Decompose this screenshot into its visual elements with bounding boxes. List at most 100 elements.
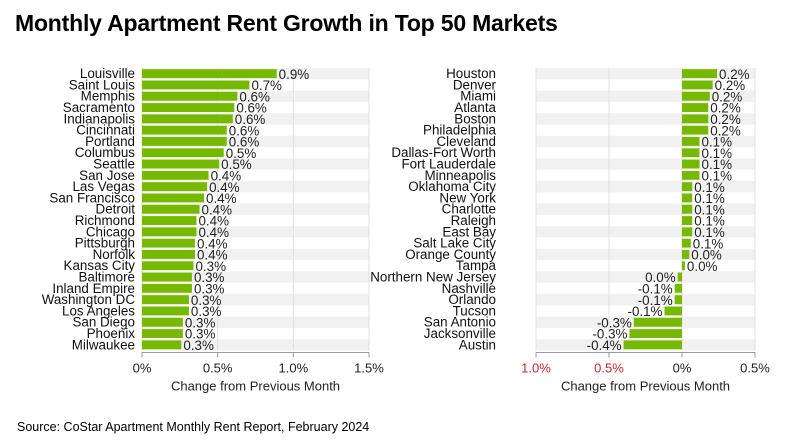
data-label: 0.2%: [710, 123, 741, 138]
row-band: [142, 271, 369, 283]
category-label: Inland Empire: [52, 281, 135, 296]
data-label: 0.3%: [191, 304, 222, 319]
data-label: 0.3%: [195, 259, 226, 274]
category-label: Charlotte: [442, 202, 496, 217]
bar: [142, 340, 182, 350]
row-band: [142, 135, 369, 148]
category-label: Atlanta: [454, 100, 496, 115]
bar: [674, 283, 682, 293]
row-band: [536, 203, 755, 215]
data-label: 0.2%: [715, 78, 746, 93]
x-tick-label: 0.5%: [740, 361, 770, 376]
bar: [682, 159, 700, 169]
bar: [682, 148, 700, 158]
category-label: Indianapolis: [64, 111, 136, 126]
x-tick-label: 1.5%: [354, 361, 384, 376]
category-label: Portland: [85, 134, 135, 149]
bar: [142, 329, 183, 338]
category-label: Oklahoma City: [408, 179, 496, 194]
category-label: Detroit: [96, 202, 136, 217]
bar: [682, 182, 693, 192]
chart-title: Monthly Apartment Rent Growth in Top 50 …: [15, 10, 558, 36]
category-label: Boston: [454, 111, 496, 126]
category-label: San Antonio: [424, 315, 496, 330]
data-label: 0.3%: [194, 282, 225, 297]
category-label: Miami: [460, 89, 496, 104]
bar: [142, 182, 208, 192]
bar: [142, 80, 250, 90]
data-label: 0.6%: [239, 89, 270, 104]
data-label: 0.6%: [229, 135, 260, 150]
bar: [142, 317, 183, 327]
category-label: Denver: [453, 77, 497, 92]
row-band: [142, 113, 369, 125]
data-label: 0.0%: [691, 248, 722, 263]
row-band: [536, 181, 755, 193]
bar: [664, 306, 682, 316]
data-label: 0.2%: [710, 101, 741, 116]
data-label: 0.5%: [226, 146, 257, 161]
bar: [677, 272, 682, 282]
category-label: Fort Lauderdale: [401, 157, 496, 172]
row-band: [536, 248, 755, 261]
data-label: 0.5%: [221, 157, 252, 172]
data-label: 0.2%: [719, 67, 750, 82]
bar: [682, 137, 700, 146]
data-label: 0.4%: [209, 180, 240, 195]
bar: [682, 91, 710, 101]
category-label: Orange County: [405, 247, 496, 262]
bar: [682, 216, 693, 225]
row-band: [536, 90, 755, 102]
data-label: 0.1%: [694, 180, 725, 195]
data-label: -0.3%: [592, 327, 627, 342]
bar: [682, 125, 709, 135]
bar: [142, 91, 238, 101]
source-note: Source: CoStar Apartment Monthly Rent Re…: [17, 420, 370, 434]
data-label: 0.1%: [702, 146, 733, 161]
row-band: [536, 271, 755, 283]
data-label: 0.1%: [694, 214, 725, 229]
right-panel: 1.0% 0.5% 0% 0.5% Change from Previous Month…: [370, 66, 770, 393]
row-band: [142, 294, 369, 306]
bar: [142, 261, 194, 271]
bar: [142, 69, 277, 79]
data-label: 0.2%: [710, 112, 741, 127]
row-band: [142, 90, 369, 102]
data-label: -0.1%: [638, 293, 673, 308]
data-label: 0.6%: [229, 123, 260, 138]
bar: [682, 261, 685, 271]
bar: [682, 250, 690, 259]
category-label: Columbus: [75, 145, 136, 160]
bar: [674, 295, 682, 305]
bar: [633, 317, 682, 327]
data-label: 0.4%: [202, 202, 233, 217]
x-tick-label: 1.0%: [279, 361, 309, 376]
bar: [142, 137, 227, 146]
category-label: Cincinnati: [76, 123, 135, 138]
data-label: 0.3%: [185, 327, 216, 342]
bar: [142, 125, 227, 135]
data-label: 0.1%: [693, 236, 724, 251]
category-label: Los Angeles: [62, 303, 135, 318]
bar: [142, 238, 195, 248]
row-band: [536, 113, 755, 125]
bar: [682, 114, 709, 124]
bar: [142, 227, 197, 237]
category-label: Raleigh: [451, 213, 496, 228]
bar: [629, 329, 682, 338]
data-label: 0.6%: [236, 101, 267, 116]
bar: [142, 103, 235, 112]
bar: [682, 238, 691, 248]
row-band: [142, 158, 369, 170]
bar: [142, 216, 197, 225]
bar: [682, 204, 693, 214]
category-label: Jacksonville: [424, 326, 496, 341]
category-label: Richmond: [75, 213, 135, 228]
category-label: San Jose: [79, 168, 135, 183]
data-label: 0.7%: [251, 78, 282, 93]
data-label: -0.4%: [587, 338, 622, 353]
data-label: 0.4%: [198, 225, 229, 240]
bar: [142, 193, 205, 203]
row-band: [142, 339, 369, 351]
